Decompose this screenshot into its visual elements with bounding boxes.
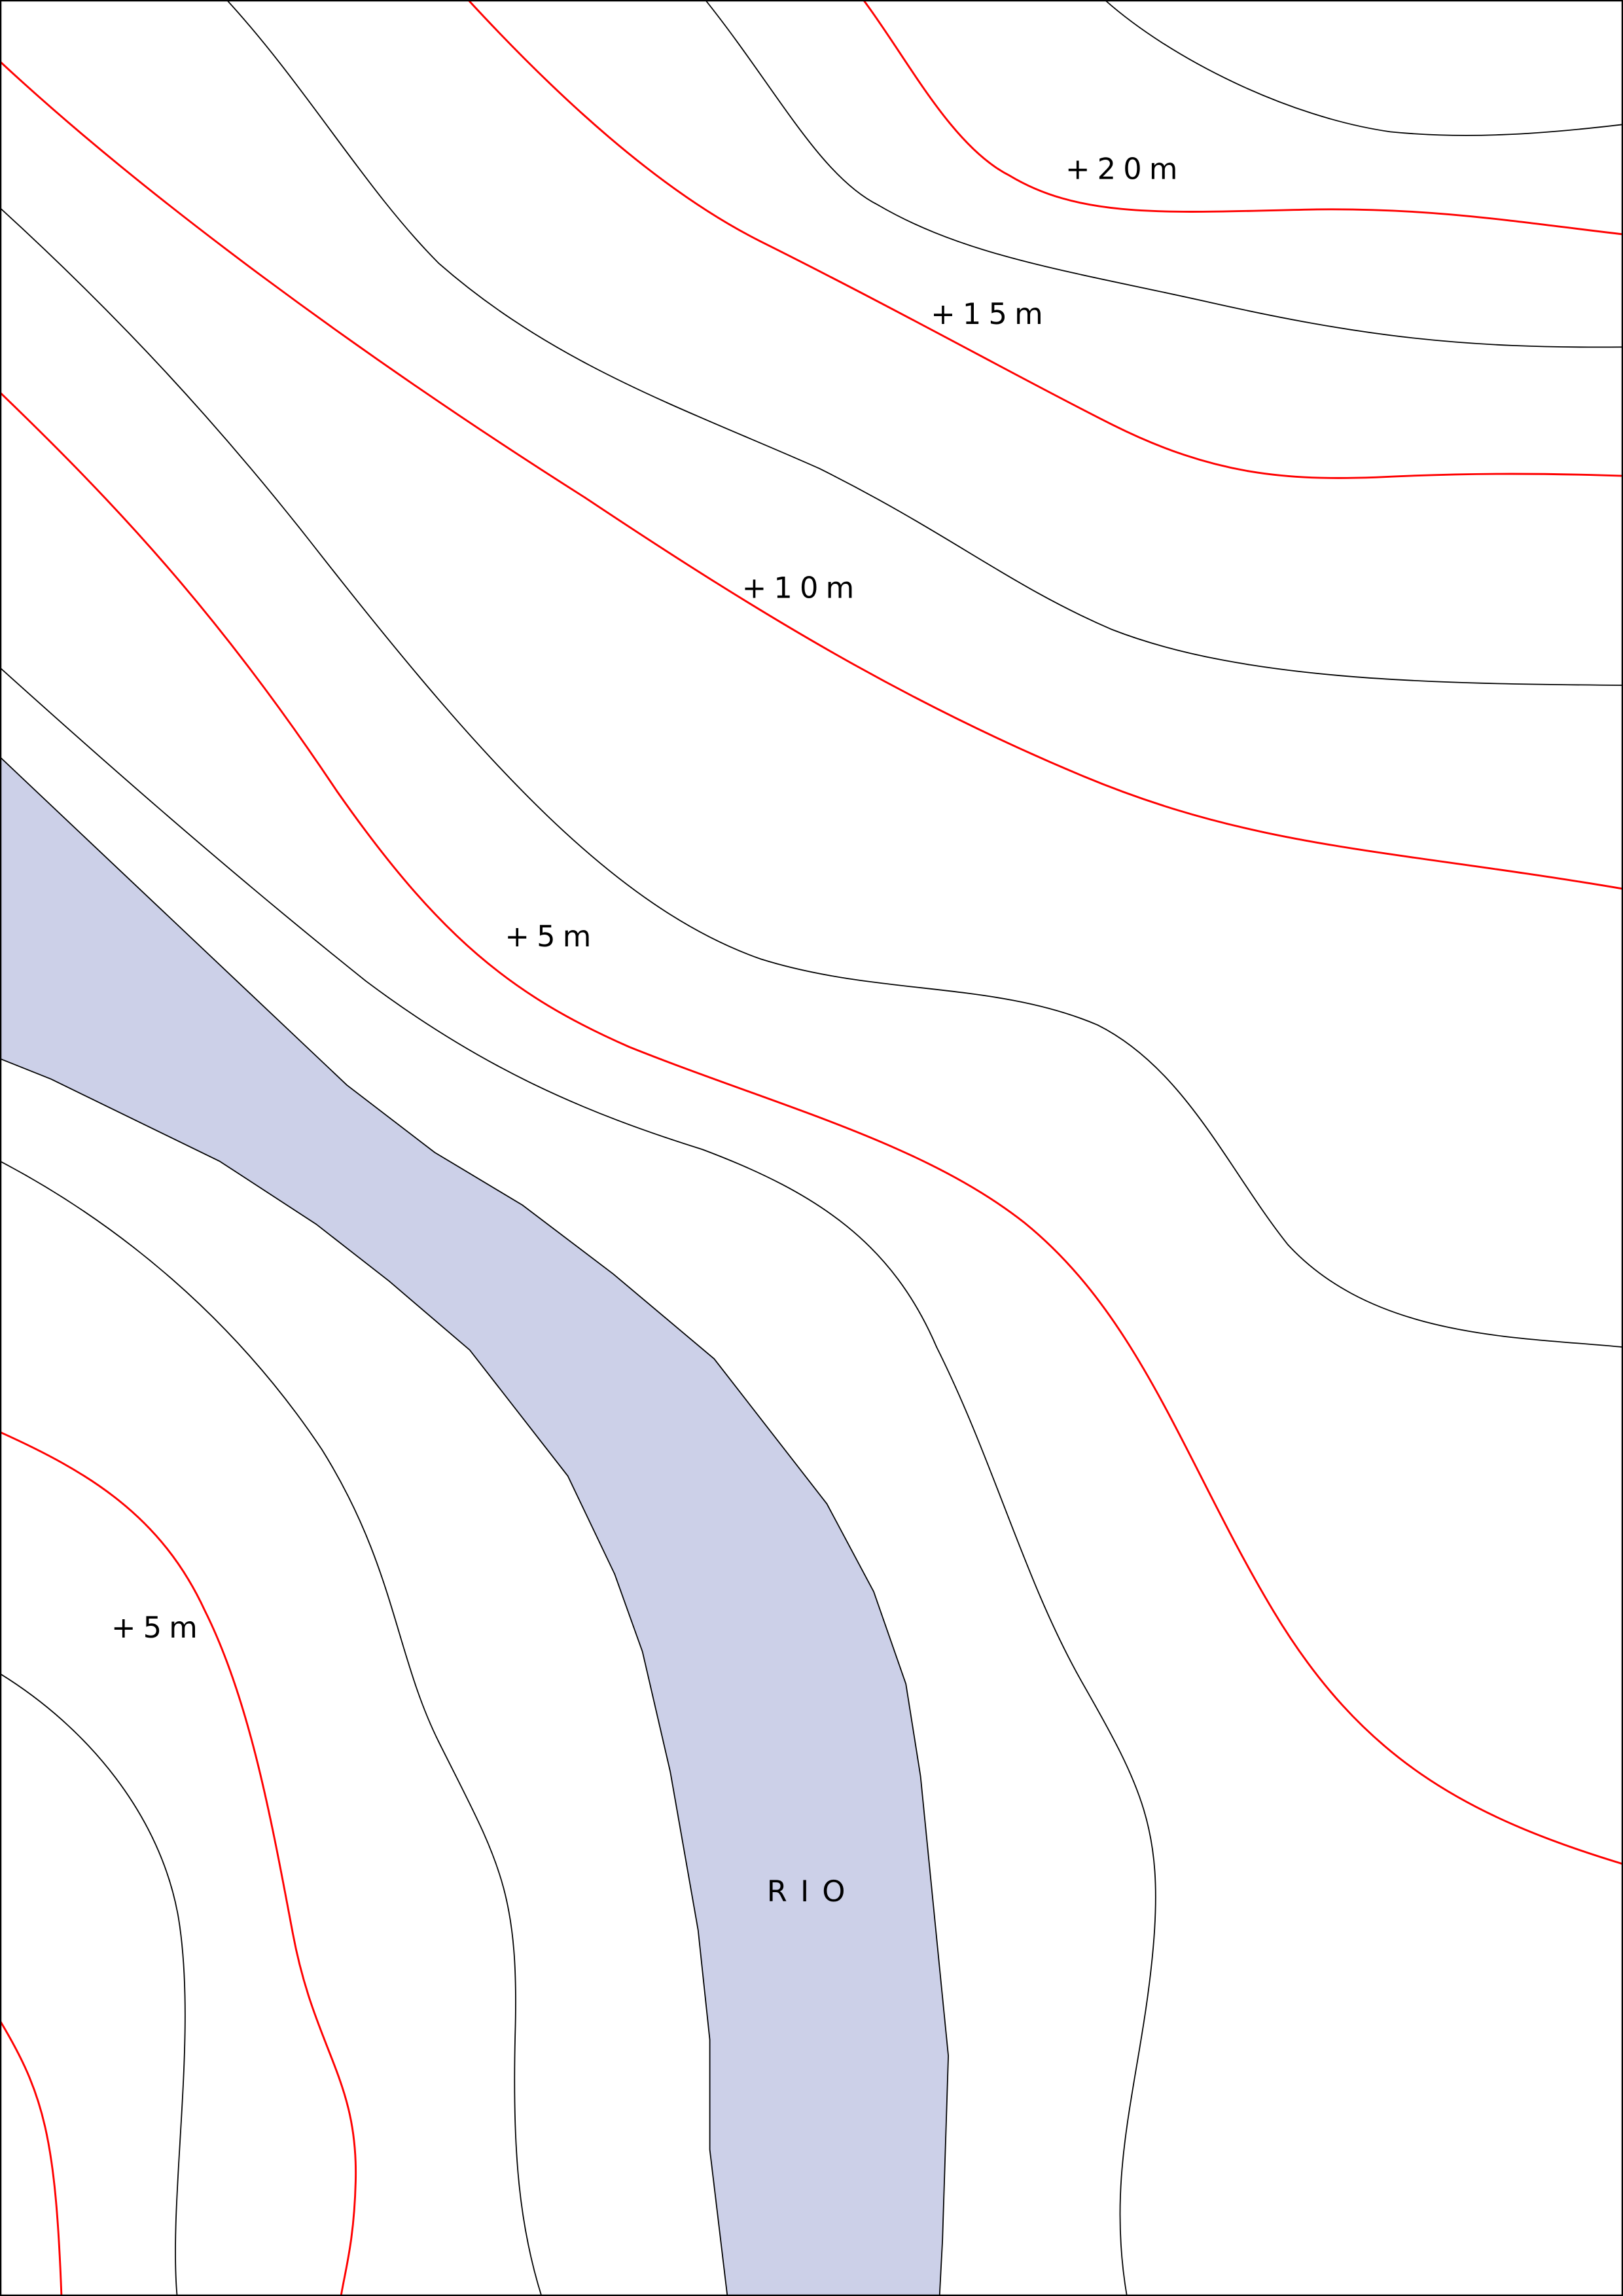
contour-line [1104,0,1623,136]
river [0,756,949,2296]
contour-line [0,1160,543,2296]
contour-line [226,0,1623,686]
elevation-label: +15m [931,296,1050,331]
elevation-label: +5m [111,1610,205,1645]
contour-line [863,0,1623,236]
contour-line [0,207,1623,1348]
contour-line [0,2020,63,2296]
contour-line [0,1673,186,2296]
elevation-label: +20m [1065,152,1185,187]
contour-line [0,60,1623,890]
contour-line [467,0,1623,479]
river-label: RIO [767,1874,859,1909]
contour-line [705,0,1623,348]
labels: +20m +15m +10m +5m +5m RIO [111,152,1185,1909]
elevation-label: +10m [742,571,862,605]
contour-line [0,1431,357,2296]
contour-line [0,667,1156,2296]
contour-line [0,391,1623,1865]
elevation-label: +5m [505,919,599,954]
